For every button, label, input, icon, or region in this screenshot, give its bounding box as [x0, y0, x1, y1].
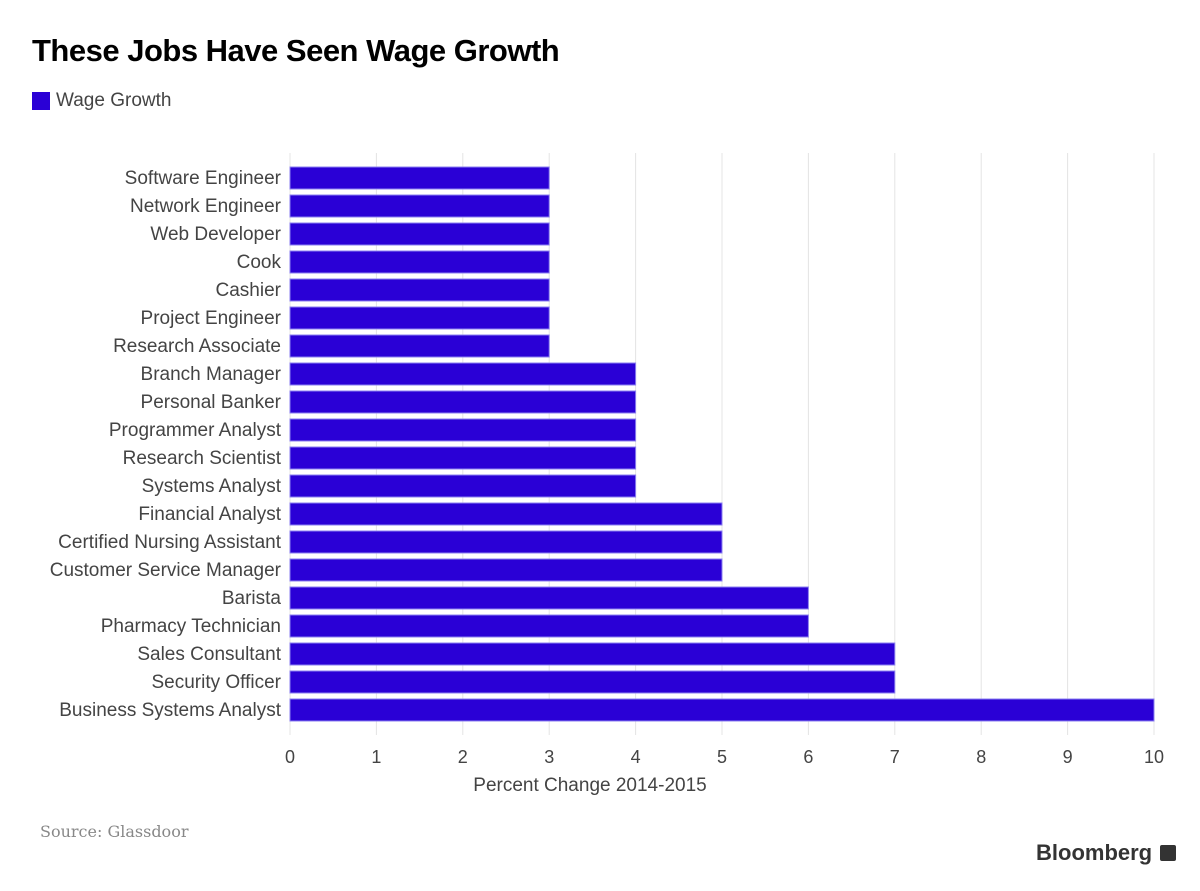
x-tick-label: 1 [371, 747, 381, 767]
category-label: Customer Service Manager [50, 560, 282, 581]
bar [289, 698, 1155, 722]
category-label: Barista [222, 588, 282, 609]
category-label: Security Officer [151, 672, 281, 693]
category-label: Certified Nursing Assistant [58, 532, 282, 553]
category-label: Cashier [216, 280, 282, 301]
x-tick-label: 10 [1144, 747, 1164, 767]
bar [289, 418, 637, 442]
bar [289, 194, 550, 218]
bar [289, 306, 550, 330]
legend-label: Wage Growth [56, 90, 172, 111]
bar [289, 334, 550, 358]
x-tick-label: 0 [285, 747, 295, 767]
x-tick-label: 2 [458, 747, 468, 767]
category-label: Programmer Analyst [109, 420, 282, 441]
legend: Wage Growth [32, 90, 171, 112]
category-label: Business Systems Analyst [59, 700, 281, 721]
bar [289, 362, 637, 386]
bar [289, 250, 550, 274]
bar [289, 278, 550, 302]
x-tick-label: 5 [717, 747, 727, 767]
bar [289, 642, 896, 666]
bar [289, 614, 809, 638]
x-tick-label: 4 [631, 747, 641, 767]
legend-swatch [32, 92, 50, 110]
bar [289, 558, 723, 582]
category-label: Software Engineer [125, 168, 282, 189]
x-tick-label: 3 [544, 747, 554, 767]
bar [289, 446, 637, 470]
x-tick-label: 9 [1063, 747, 1073, 767]
bar [289, 586, 809, 610]
bar [289, 222, 550, 246]
bar [289, 530, 723, 554]
category-label: Branch Manager [141, 364, 282, 385]
x-tick-label: 8 [976, 747, 986, 767]
category-label: Web Developer [150, 224, 281, 245]
bar [289, 474, 637, 498]
category-label: Research Scientist [123, 448, 282, 469]
bar [289, 502, 723, 526]
logo-text: Bloomberg [1036, 840, 1153, 865]
category-label: Financial Analyst [138, 504, 281, 525]
bloomberg-logo: Bloomberg [1036, 840, 1177, 866]
bar [289, 166, 550, 190]
bar [289, 390, 637, 414]
category-label: Pharmacy Technician [101, 616, 281, 637]
source-note: Source: Glassdoor [40, 822, 189, 841]
category-label: Systems Analyst [142, 476, 282, 497]
category-label: Research Associate [113, 336, 281, 357]
category-label: Personal Banker [141, 392, 282, 413]
x-tick-label: 7 [890, 747, 900, 767]
x-axis-label: Percent Change 2014-2015 [473, 775, 706, 796]
category-label: Cook [237, 252, 282, 273]
category-label: Network Engineer [130, 196, 282, 217]
chart-title: These Jobs Have Seen Wage Growth [32, 33, 560, 68]
x-tick-label: 6 [803, 747, 813, 767]
chart-logo-icon [1160, 845, 1177, 861]
category-label: Sales Consultant [137, 644, 281, 665]
bar [289, 670, 896, 694]
category-label: Project Engineer [141, 308, 282, 329]
